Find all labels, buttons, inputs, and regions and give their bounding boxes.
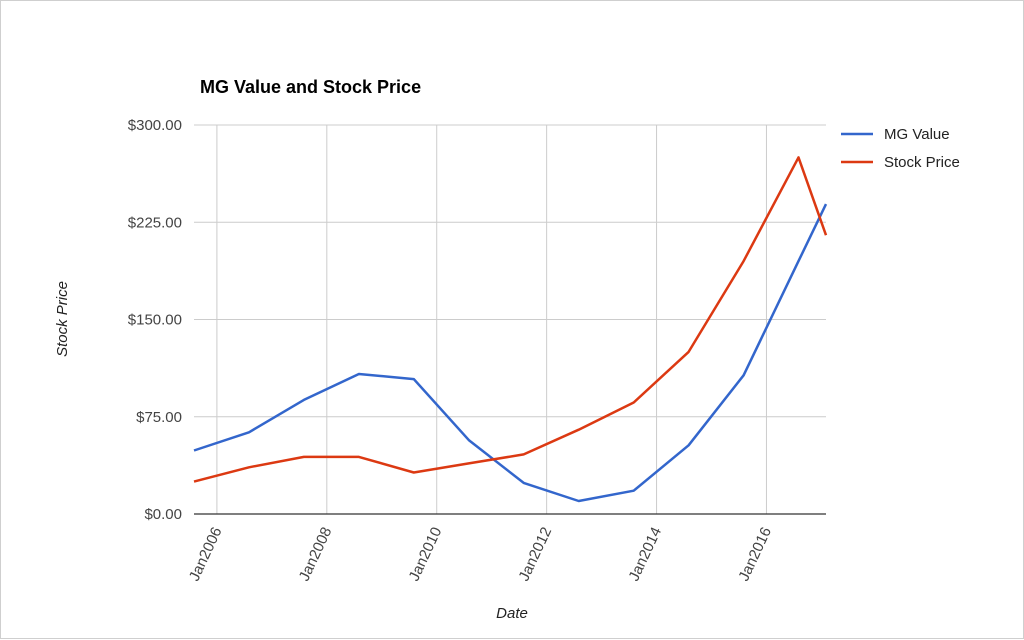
x-tick-label: Jan2012	[516, 525, 556, 584]
x-tick-label: Jan2010	[406, 525, 446, 584]
y-tick-label: $225.00	[128, 214, 182, 231]
x-tick-label: Jan2014	[625, 525, 665, 584]
x-tick-label: Jan2016	[735, 525, 775, 584]
series-line-stock-price	[193, 156, 828, 483]
x-tick-label: Jan2008	[296, 525, 336, 584]
y-tick-label: $300.00	[128, 117, 182, 134]
x-tick-label: Jan2006	[186, 525, 226, 584]
series-line-mg-value	[193, 203, 828, 503]
y-tick-label: $150.00	[128, 312, 182, 329]
legend-label-stock-price: Stock Price	[884, 154, 960, 171]
y-axis-title: Stock Price	[54, 281, 71, 357]
legend-label-mg-value: MG Value	[884, 126, 950, 143]
x-axis-title: Date	[496, 605, 528, 622]
y-tick-label: $0.00	[144, 506, 182, 523]
chart-title: MG Value and Stock Price	[200, 77, 421, 97]
series-lines	[193, 156, 828, 503]
legend: MG Value Stock Price	[841, 126, 960, 171]
y-tick-label: $75.00	[136, 409, 182, 426]
gridlines	[194, 124, 826, 514]
